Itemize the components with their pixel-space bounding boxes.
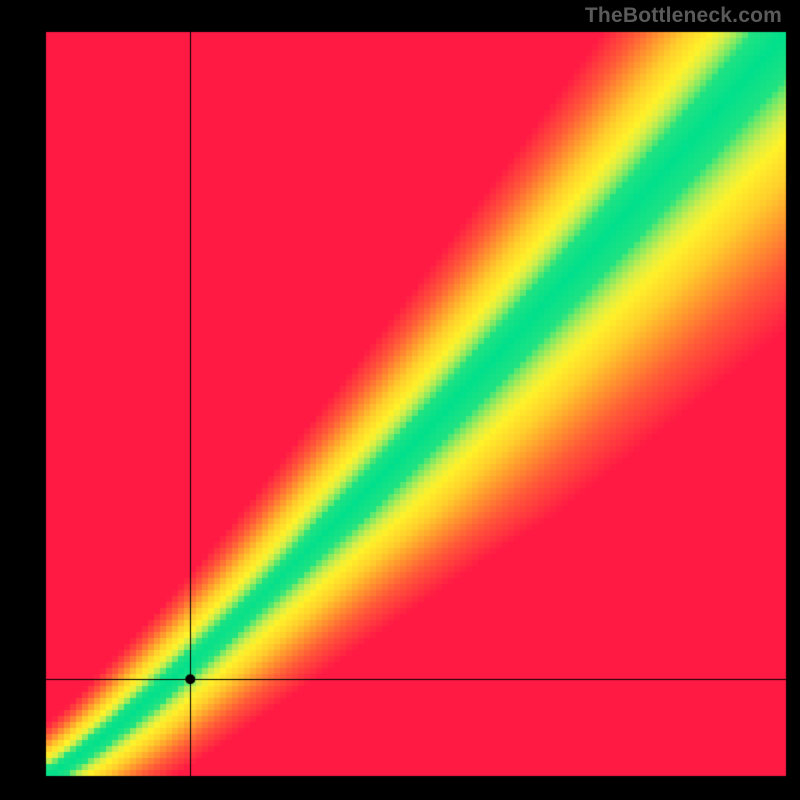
watermark-text: TheBottleneck.com	[585, 4, 782, 28]
bottleneck-heatmap	[0, 0, 800, 800]
chart-container: TheBottleneck.com	[0, 0, 800, 800]
